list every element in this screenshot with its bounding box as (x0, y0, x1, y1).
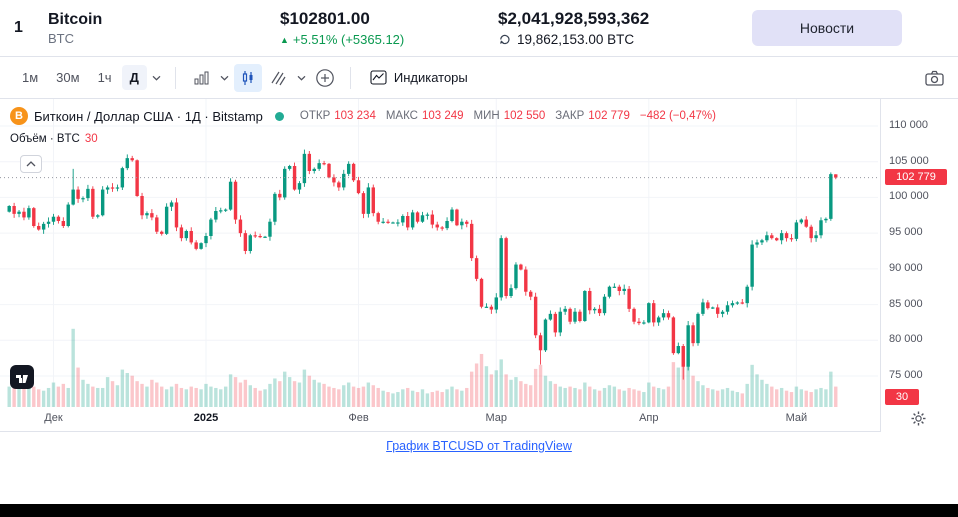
attribution: График BTCUSD от TradingView (0, 439, 958, 453)
toolbar-separator (174, 66, 176, 89)
y-axis-tick: 105 000 (889, 154, 929, 167)
attribution-link[interactable]: График BTCUSD от TradingView (386, 439, 572, 453)
chevron-down-icon (297, 75, 306, 81)
interval-1m-button[interactable]: 1м (14, 65, 46, 90)
x-axis-tick: Фев (348, 412, 369, 424)
x-axis-tick: 2025 (193, 412, 219, 424)
x-axis-tick: Мар (485, 412, 508, 424)
compare-button[interactable] (311, 64, 339, 92)
x-axis-tick: Дек (44, 412, 63, 424)
ohlc-close: ЗАКР 102 779 (555, 110, 630, 122)
price-block: $102801.00 ▲ +5.51% (+5365.12) (280, 9, 498, 47)
ohlc-high: МАКС 103 249 (385, 110, 464, 122)
settings-gear-icon[interactable] (911, 411, 926, 426)
price-change: ▲ +5.51% (+5365.12) (280, 32, 498, 47)
candlestick-chart[interactable] (0, 99, 880, 432)
indicators-button[interactable]: Индикаторы (370, 70, 468, 85)
interval-1d-button[interactable]: Д (121, 65, 147, 90)
indicators-icon (370, 70, 387, 85)
volume-label: Объём · BTC (10, 133, 80, 145)
y-axis-tick: 110 000 (889, 119, 928, 131)
x-axis-tick: Апр (639, 412, 659, 424)
chart-toolbar: 1м 30м 1ч Д (0, 56, 958, 99)
interval-30m-button[interactable]: 30м (48, 65, 87, 90)
ohlc-low: МИН 102 550 (473, 110, 546, 122)
y-axis-tick: 90 000 (889, 261, 923, 274)
legend-volume-row: Объём · BTC 30 (10, 133, 716, 145)
plus-circle-icon (316, 68, 334, 87)
x-axis-tick: Май (785, 412, 808, 424)
interval-1h-button[interactable]: 1ч (90, 65, 120, 90)
candlestick-icon (242, 70, 253, 85)
supply-text: 19,862,153.00 BTC (517, 32, 635, 47)
status-dot-icon (274, 111, 284, 121)
chart-legend: B Биткоин / Доллар США · 1Д · Bitstamp О… (10, 107, 716, 145)
chart-area: B Биткоин / Доллар США · 1Д · Bitstamp О… (0, 99, 958, 432)
market-cap-block: $2,041,928,593,362 19,862,153.00 BTC (498, 9, 752, 47)
tradingview-mark-icon (16, 375, 28, 383)
circulating-supply: 19,862,153.00 BTC (498, 32, 752, 47)
coin-name-block: Bitcoin BTC (48, 11, 280, 46)
chart-style-chevron[interactable] (217, 71, 232, 85)
y-axis-tick: 85 000 (889, 297, 923, 310)
tradingview-logo[interactable] (10, 365, 34, 389)
coin-name: Bitcoin (48, 10, 103, 28)
market-cap: $2,041,928,593,362 (498, 9, 650, 28)
camera-icon (925, 70, 944, 86)
interval-menu-chevron[interactable] (149, 71, 164, 85)
price-change-text: +5.51% (+5365.12) (292, 32, 405, 47)
legend-collapse-button[interactable] (20, 155, 42, 173)
up-triangle-icon: ▲ (280, 34, 289, 45)
symbol-title[interactable]: Биткоин / Доллар США · 1Д · Bitstamp (34, 108, 263, 124)
ohlc-change: −482 (−0,47%) (639, 110, 716, 122)
refresh-icon (500, 34, 510, 45)
chevron-down-icon (220, 75, 229, 81)
y-axis-tick: 100 000 (889, 190, 929, 203)
ohlc-open: ОТКР 103 234 (299, 110, 376, 122)
y-axis-tick: 95 000 (889, 226, 923, 239)
y-axis-tick: 75 000 (889, 369, 923, 381)
current-volume-badge: 30 (885, 389, 919, 405)
bars-style-icon (194, 71, 209, 84)
patterns-button[interactable] (264, 64, 292, 92)
coin-symbol: BTC (48, 30, 74, 46)
legend-symbol-row: B Биткоин / Доллар США · 1Д · Bitstamp О… (10, 107, 716, 125)
toolbar-separator (349, 66, 351, 89)
coin-price: $102801.00 (280, 9, 370, 28)
candles-style-button[interactable] (233, 63, 262, 92)
price-axis[interactable]: 102 779 30 110 000 105 000 100 000 95 000 90… (880, 99, 958, 432)
diagonal-hatch-icon (271, 71, 286, 85)
header: 1 Bitcoin BTC $102801.00 ▲ +5.51% (+5365… (0, 0, 958, 56)
patterns-chevron[interactable] (294, 71, 309, 85)
indicators-label: Индикаторы (393, 70, 468, 85)
chart-style-button[interactable] (187, 64, 215, 92)
current-price-badge: 102 779 (885, 168, 947, 185)
y-axis-tick: 80 000 (889, 333, 923, 346)
news-button[interactable]: Новости (752, 10, 902, 46)
coin-rank: 1 (14, 19, 23, 36)
snapshot-button[interactable] (925, 70, 944, 86)
chevron-down-icon (152, 75, 161, 81)
bottom-black-bar (0, 504, 958, 517)
chevron-up-icon (26, 161, 36, 167)
volume-value: 30 (84, 133, 98, 145)
bitcoin-icon: B (10, 107, 28, 125)
